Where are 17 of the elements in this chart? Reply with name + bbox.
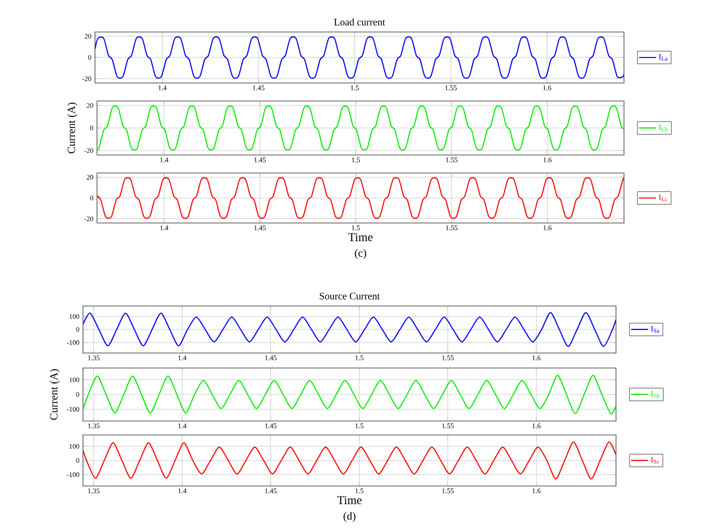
chart-title: Source Current bbox=[320, 292, 380, 300]
y-axis-title: Current (A) bbox=[50, 369, 60, 420]
legend-label: I$_{La}$ bbox=[658, 54, 668, 61]
line-series bbox=[83, 374, 616, 414]
line-series bbox=[83, 442, 616, 480]
legend-label: I$_{Lc}$ bbox=[658, 194, 668, 202]
text: (c) bbox=[354, 249, 366, 259]
x-axis-title: Time bbox=[348, 233, 373, 242]
legend-label: I$_{Sb}$ bbox=[650, 391, 660, 398]
x-axis-title: Time bbox=[337, 496, 362, 504]
legend-label: I$_{Sc}$ bbox=[650, 457, 660, 464]
y-axis-title: Current (A) bbox=[67, 102, 78, 154]
legend-label: I$_{Sa}$ bbox=[650, 326, 660, 333]
legend-label: I$_{Lb}$ bbox=[658, 124, 668, 132]
chart-title: Load current bbox=[334, 18, 386, 26]
line-series bbox=[83, 312, 616, 348]
text: (d) bbox=[344, 512, 356, 522]
